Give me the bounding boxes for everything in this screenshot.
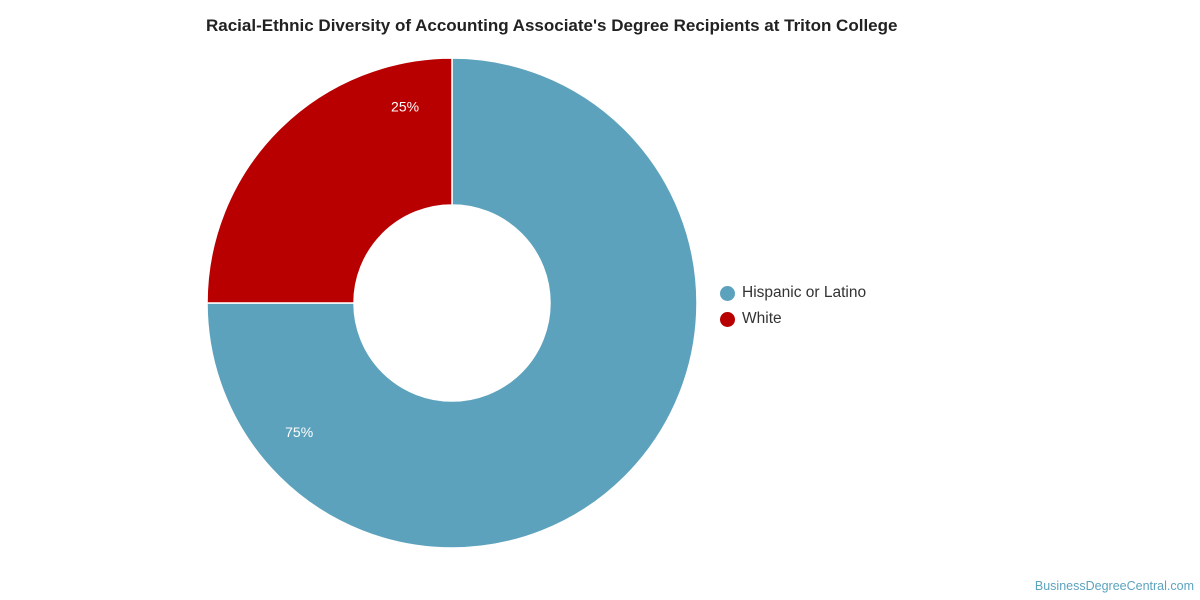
donut-slice-hispanic-or-latino[interactable]	[206, 57, 698, 549]
source-credit[interactable]: BusinessDegreeCentral.com	[1034, 579, 1194, 593]
legend-swatch-hispanic-or-latino	[720, 285, 735, 301]
slices-layer	[206, 57, 698, 549]
legend-item-white[interactable]: White	[720, 306, 866, 332]
legend-label-hispanic-or-latino: Hispanic or Latino	[742, 284, 867, 301]
slice-label-white: 25%	[391, 98, 419, 114]
slice-label-hispanic-or-latino: 75%	[285, 424, 313, 440]
chart-title: Racial-Ethnic Diversity of Accounting As…	[206, 16, 898, 35]
legend-label-white: White	[742, 310, 782, 327]
donut-slice-white[interactable]	[206, 57, 453, 304]
legend-item-hispanic-or-latino[interactable]: Hispanic or Latino	[720, 280, 866, 306]
legend-swatch-white	[720, 311, 735, 327]
chart-legend: Hispanic or Latino White	[720, 280, 866, 332]
labels-layer: 75% 25%	[285, 98, 419, 440]
